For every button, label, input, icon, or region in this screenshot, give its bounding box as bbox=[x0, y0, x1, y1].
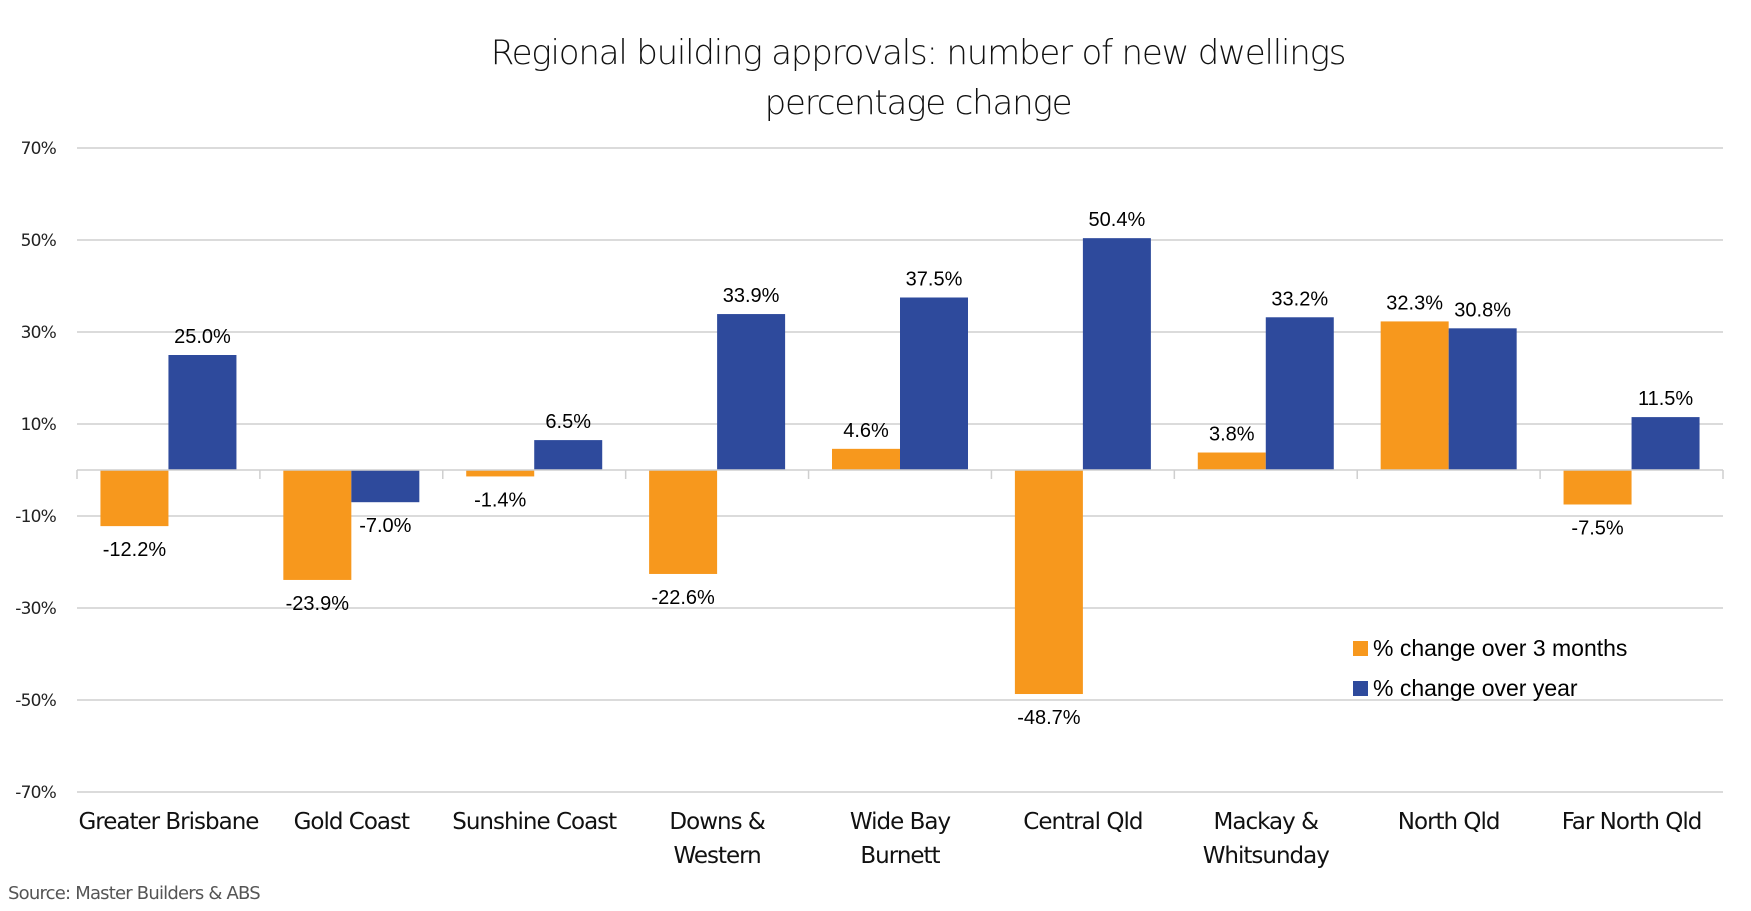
y-tick-label: -10% bbox=[15, 507, 56, 527]
bar-year bbox=[1631, 417, 1700, 470]
bar-3-months bbox=[1380, 321, 1449, 470]
x-tick-label: Wide Bay bbox=[850, 809, 951, 835]
x-tick-label: Burnett bbox=[860, 843, 940, 869]
data-label: 3.8% bbox=[1209, 424, 1255, 446]
legend-label-year: % change over year bbox=[1373, 675, 1578, 701]
bar-year bbox=[900, 297, 968, 470]
data-label: 25.0% bbox=[174, 326, 231, 348]
bar-year bbox=[1448, 328, 1517, 470]
data-label: -7.0% bbox=[359, 515, 411, 537]
data-label: 4.6% bbox=[843, 420, 889, 442]
y-tick-label: 70% bbox=[21, 139, 57, 159]
y-tick-label: -70% bbox=[15, 783, 56, 803]
y-tick-label: 10% bbox=[21, 415, 57, 435]
x-tick-label: Central Qld bbox=[1023, 809, 1142, 835]
data-label: 33.9% bbox=[723, 285, 780, 307]
data-label: -22.6% bbox=[651, 587, 715, 609]
bar-year bbox=[534, 440, 603, 470]
x-axis bbox=[76, 469, 1724, 479]
x-tick-label: Sunshine Coast bbox=[452, 809, 617, 835]
bar-year bbox=[351, 470, 420, 503]
bar-year bbox=[1082, 238, 1151, 470]
x-tick-label: Downs & bbox=[669, 809, 765, 835]
y-tick-label: 50% bbox=[21, 231, 57, 251]
data-label: 50.4% bbox=[1089, 209, 1146, 231]
bar-3-months bbox=[283, 470, 352, 580]
bar-3-months bbox=[1014, 470, 1083, 695]
x-tick-label: Western bbox=[673, 843, 760, 869]
data-label: -48.7% bbox=[1017, 707, 1081, 729]
x-tick-label: Gold Coast bbox=[294, 809, 410, 835]
x-tick-label: Mackay & bbox=[1214, 809, 1320, 835]
data-label: 37.5% bbox=[906, 269, 963, 291]
legend-swatch-3-months bbox=[1353, 641, 1368, 656]
data-label: 30.8% bbox=[1454, 299, 1511, 321]
chart-title-line-1: Regional building approvals: number of n… bbox=[491, 33, 1346, 73]
data-label: -7.5% bbox=[1571, 518, 1623, 540]
bar-year bbox=[1265, 317, 1334, 470]
data-label: 32.3% bbox=[1386, 292, 1443, 314]
y-axis: 70% 50% 30% 10% -10% -30% -50% -70% bbox=[15, 139, 57, 803]
legend: % change over 3 months % change over year bbox=[1353, 635, 1627, 701]
y-tick-label: -30% bbox=[15, 599, 56, 619]
bar-3-months bbox=[649, 470, 718, 574]
legend-label-3-months: % change over 3 months bbox=[1373, 635, 1627, 661]
chart-title: Regional building approvals: number of n… bbox=[491, 33, 1347, 123]
x-tick-label: Greater Brisbane bbox=[78, 809, 258, 835]
bar-year bbox=[168, 355, 237, 470]
legend-swatch-year bbox=[1353, 681, 1368, 696]
data-label: 33.2% bbox=[1271, 288, 1328, 310]
x-tick-label: Far North Qld bbox=[1562, 809, 1702, 835]
bar-3-months bbox=[466, 470, 535, 477]
data-label: 11.5% bbox=[1638, 388, 1693, 410]
data-label: -23.9% bbox=[286, 593, 350, 615]
bars bbox=[100, 238, 1700, 695]
x-axis-labels: Greater Brisbane Gold Coast Sunshine Coast… bbox=[78, 809, 1702, 869]
data-label: 6.5% bbox=[545, 411, 591, 433]
bar-year bbox=[717, 314, 786, 470]
chart-title-line-2: percentage change bbox=[765, 83, 1072, 123]
source-note: Source: Master Builders & ABS bbox=[8, 883, 260, 904]
bar-3-months bbox=[1197, 452, 1266, 470]
y-tick-label: 30% bbox=[21, 323, 57, 343]
bar-3-months bbox=[1563, 470, 1632, 505]
y-tick-label: -50% bbox=[15, 691, 56, 711]
x-tick-label: Whitsunday bbox=[1203, 843, 1330, 869]
bar-3-months bbox=[832, 448, 900, 470]
data-labels: -12.2% -23.9% -1.4% -22.6% 4.6% -48.7% 3.8% 32.… bbox=[103, 209, 1694, 729]
bar-3-months bbox=[100, 470, 169, 527]
data-label: -1.4% bbox=[474, 489, 526, 511]
x-tick-label: North Qld bbox=[1398, 809, 1500, 835]
data-label: -12.2% bbox=[103, 539, 167, 561]
